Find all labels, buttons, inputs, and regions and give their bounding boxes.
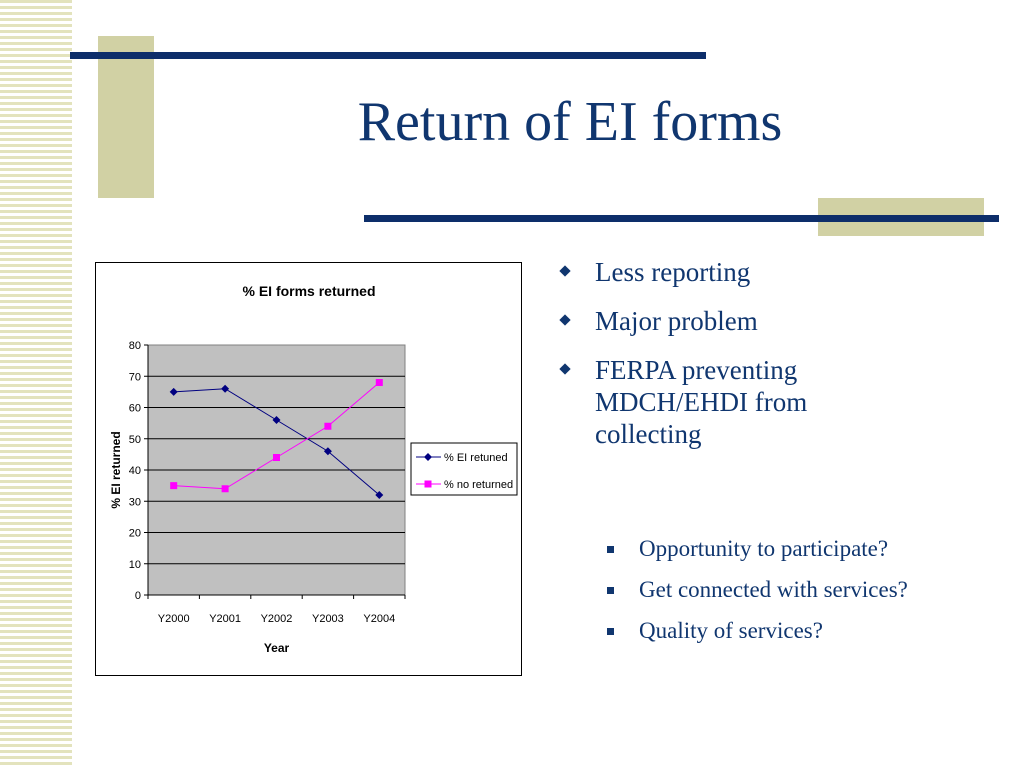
diamond-bullet-icon [559, 314, 571, 326]
square-bullet-icon [607, 628, 614, 635]
x-tick-label: Y2001 [209, 613, 241, 625]
chart-frame: % EI forms returned 0 10 20 30 40 50 60 70 80 Y200… [95, 262, 522, 676]
y-tick-label: 50 [129, 434, 141, 446]
sub-bullet-text: Opportunity to participate? [639, 536, 889, 561]
data-point [272, 416, 281, 424]
top-deco-block [98, 36, 154, 198]
data-point [273, 454, 280, 461]
legend-box [410, 442, 518, 496]
bullet-text: FERPA preventing MDCH/EHDI from collecti… [595, 355, 808, 449]
bullet-text: Major problem [595, 306, 758, 336]
diamond-bullet-icon [559, 265, 571, 277]
square-bullet-icon [607, 546, 614, 553]
legend-marker [424, 453, 432, 461]
data-point [375, 491, 384, 499]
y-tick-label: 20 [129, 528, 141, 540]
diamond-bullet-icon [559, 363, 571, 375]
sub-bullet-text: Quality of services? [639, 618, 823, 643]
x-axis-label: Year [264, 641, 290, 655]
bullet-item: Major problem [558, 305, 998, 337]
y-tick-label: 40 [129, 465, 141, 477]
data-point [169, 387, 178, 396]
y-tick-label: 60 [129, 403, 141, 415]
sub-bullet-item: Get connected with services? [605, 576, 1005, 604]
y-axis-label: % EI returned [109, 431, 123, 508]
sub-bullet-item: Quality of services? [605, 617, 1005, 645]
data-point [221, 485, 229, 493]
x-tick-label: Y2000 [158, 613, 190, 625]
left-stripe-band [0, 0, 72, 768]
data-point [375, 379, 383, 386]
sub-bullet-item: Opportunity to participate? [605, 535, 1005, 563]
bottom-deco-bar [364, 215, 999, 222]
legend-marker [424, 480, 432, 488]
data-point [323, 447, 332, 456]
sub-bullet-list: Opportunity to participate? Get connecte… [605, 535, 1005, 658]
data-point [324, 422, 332, 430]
bullet-text: Less reporting [595, 257, 751, 287]
y-tick-label: 30 [129, 496, 141, 508]
bullet-item: FERPA preventing MDCH/EHDI from collecti… [558, 354, 855, 450]
y-tick-label: 10 [129, 559, 141, 571]
sub-bullet-text: Get connected with services? [639, 577, 908, 602]
data-point [221, 384, 230, 393]
x-tick-label: Y2002 [261, 613, 293, 625]
top-deco-bar [70, 52, 706, 59]
legend-label: % EI retuned [444, 452, 508, 464]
bullet-list: Less reporting Major problem FERPA preve… [558, 256, 998, 467]
y-tick-label: 70 [129, 371, 141, 383]
legend-label: % no returned [444, 479, 513, 491]
y-tick-label: 0 [135, 590, 141, 602]
x-tick-label: Y2003 [312, 613, 344, 625]
slide-title: Return of EI forms [357, 91, 783, 153]
data-point [170, 482, 178, 490]
square-bullet-icon [607, 587, 614, 594]
line-chart: % EI forms returned 0 10 20 30 40 50 60 70 80 Y200… [109, 283, 518, 655]
chart-title: % EI forms returned [242, 283, 375, 299]
y-tick-label: 80 [129, 340, 141, 352]
x-tick-label: Y2004 [363, 613, 395, 625]
bullet-item: Less reporting [558, 256, 998, 288]
